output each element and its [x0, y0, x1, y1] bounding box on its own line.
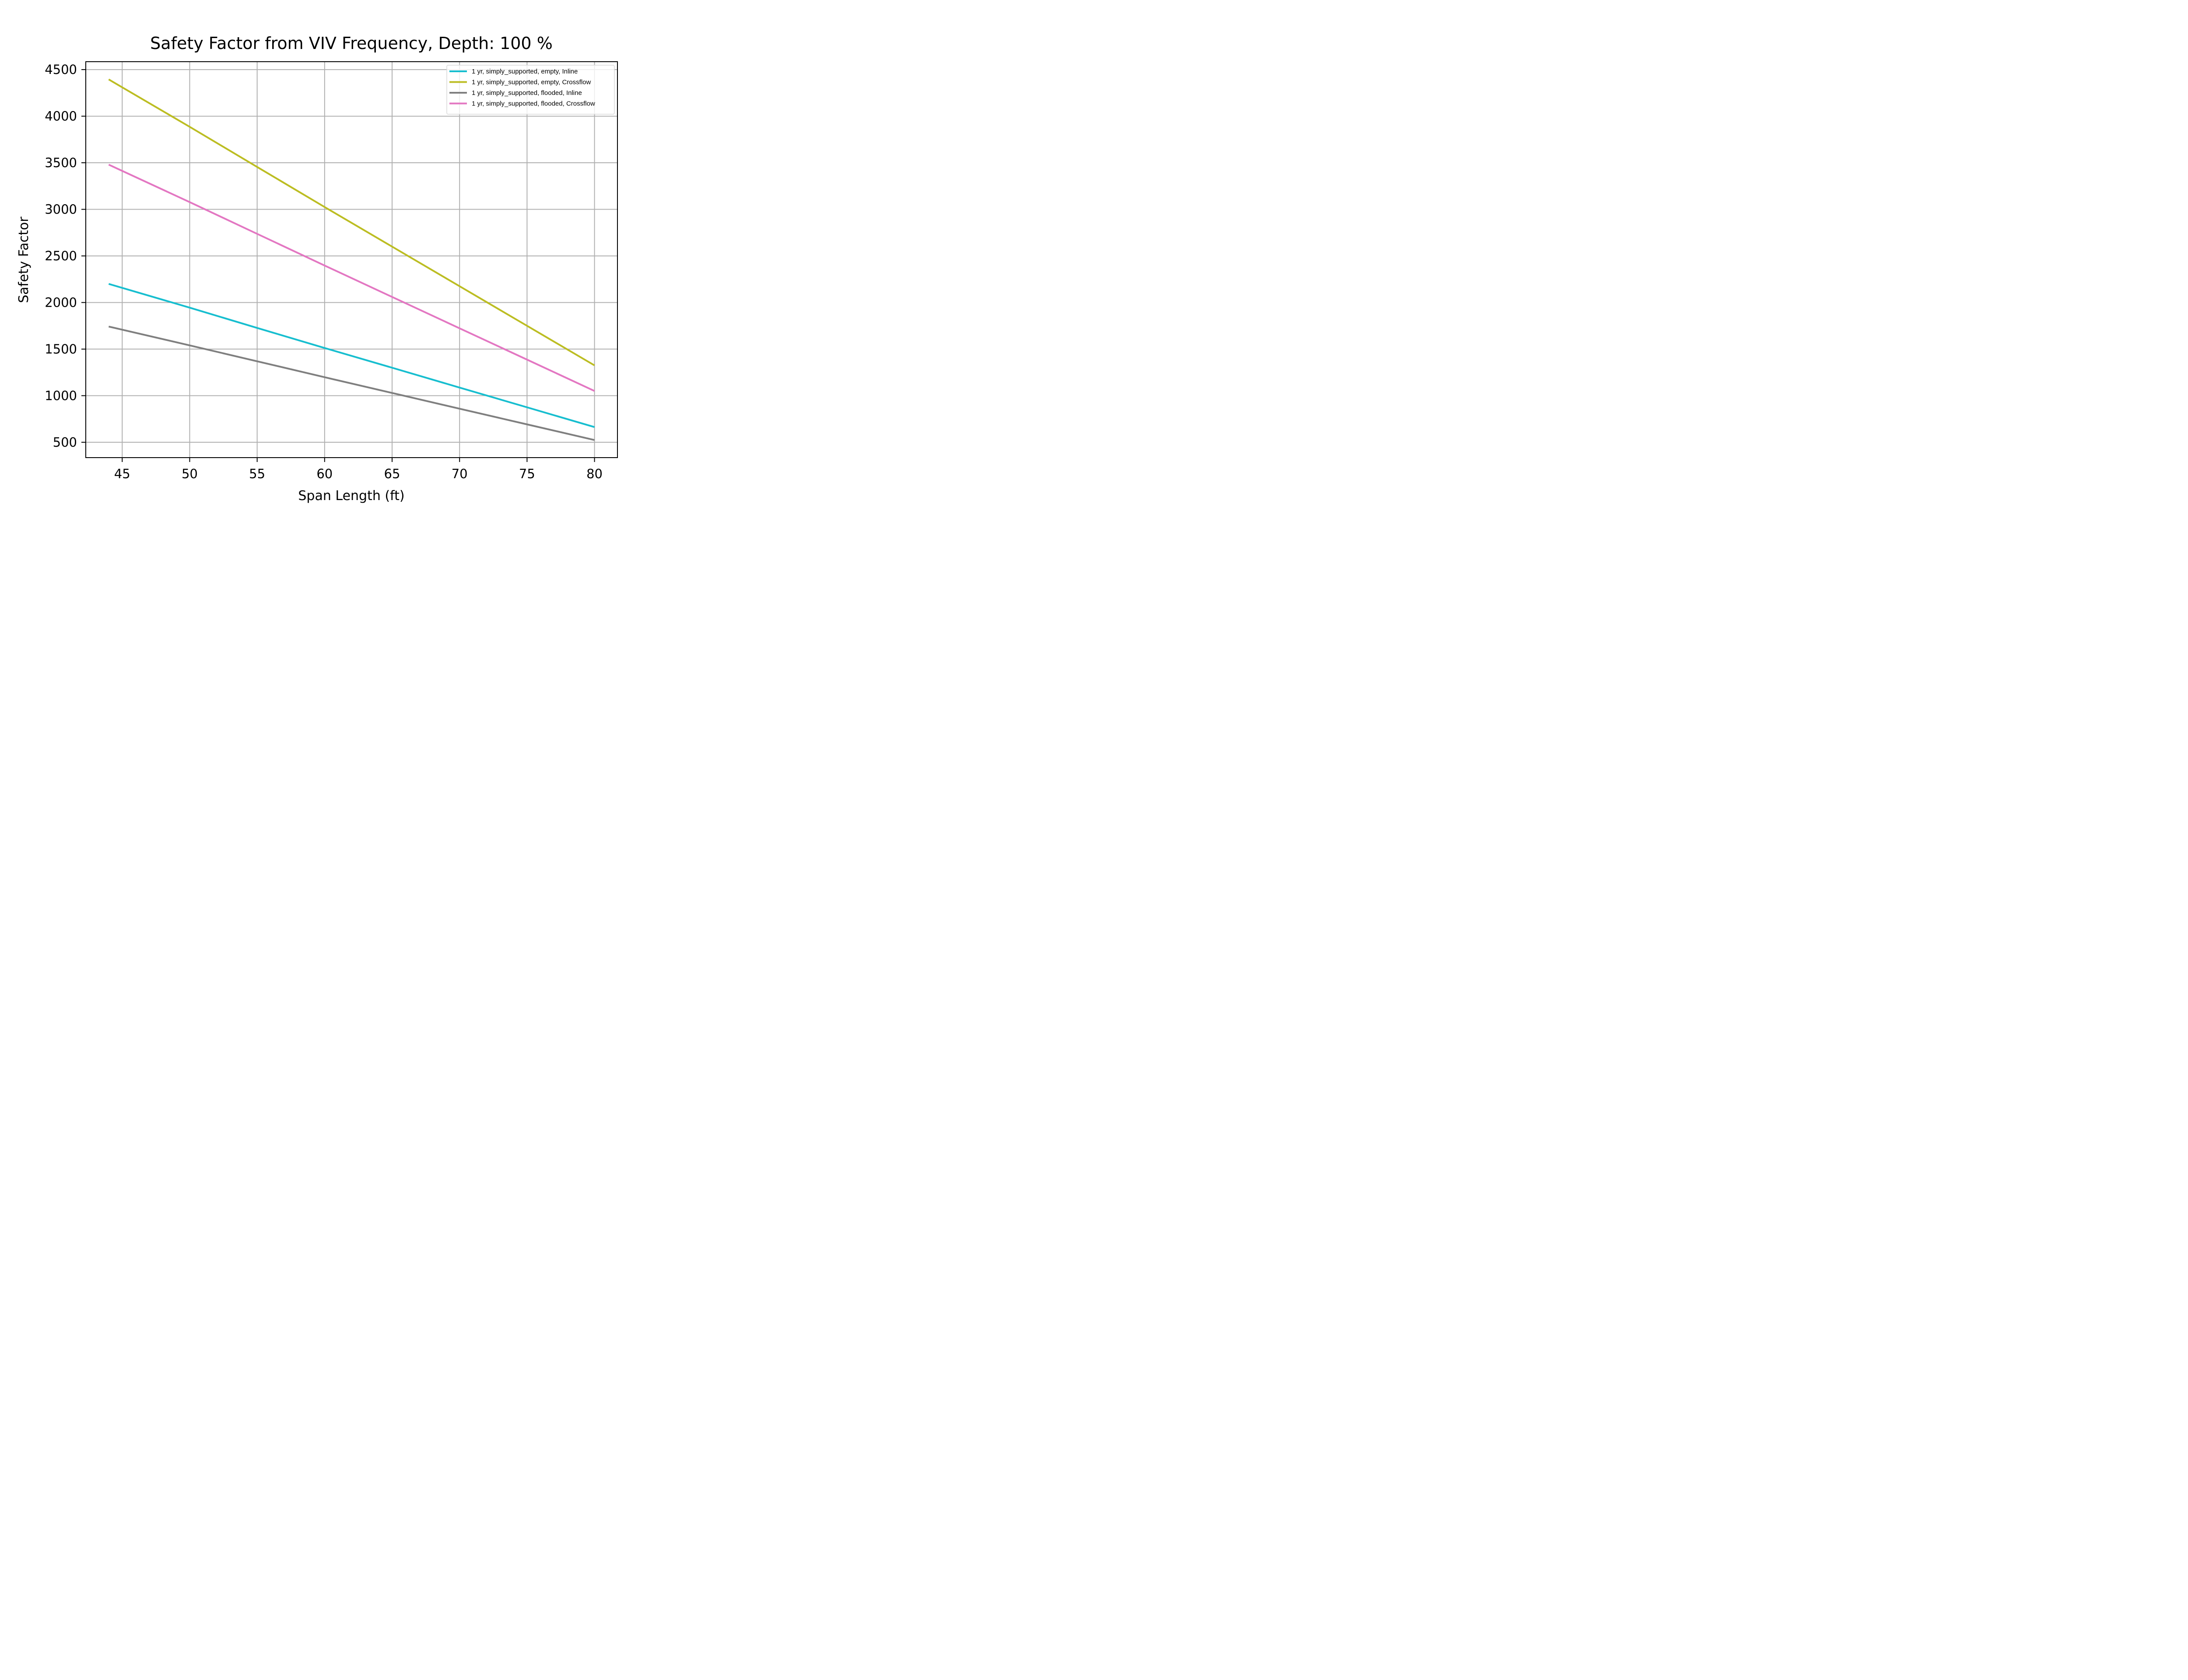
legend-entry: 1 yr, simply_supported, flooded, Crossfl…: [472, 100, 595, 108]
legend-entry: 1 yr, simply_supported, empty, Crossflow: [472, 79, 591, 86]
y-tick-label: 3500: [45, 155, 77, 170]
chart-title: Safety Factor from VIV Frequency, Depth:…: [150, 34, 553, 53]
y-tick-label: 4000: [45, 109, 77, 124]
x-tick-label: 80: [586, 466, 603, 481]
x-tick-label: 55: [249, 466, 265, 481]
x-tick-label: 70: [452, 466, 468, 481]
x-tick-label: 45: [114, 466, 130, 481]
x-tick-label: 60: [316, 466, 333, 481]
y-axis: 500 1000 1500 2000 2500 3000 3500 4000 4500: [45, 62, 86, 450]
legend: 1 yr, simply_supported, empty, Inline 1 y…: [446, 65, 615, 115]
y-tick-label: 1000: [45, 388, 77, 403]
legend-entry: 1 yr, simply_supported, empty, Inline: [472, 68, 578, 75]
series-line-0: [108, 283, 595, 428]
y-tick-label: 2000: [45, 295, 77, 310]
x-tick-label: 65: [384, 466, 400, 481]
y-tick-label: 1500: [45, 342, 77, 357]
legend-box: [446, 65, 615, 115]
x-tick-label: 75: [519, 466, 535, 481]
y-tick-label: 3000: [45, 202, 77, 217]
y-tick-label: 4500: [45, 62, 77, 77]
plot-frame: [85, 61, 618, 458]
x-axis: 45 50 55 60 65 70 75 80: [114, 458, 603, 481]
series-line-2: [108, 326, 595, 441]
y-axis-label: Safety Factor: [16, 217, 32, 303]
legend-entry: 1 yr, simply_supported, flooded, Inline: [472, 89, 582, 97]
x-tick-label: 50: [182, 466, 198, 481]
line-chart: Safety Factor from VIV Frequency, Depth:…: [0, 0, 677, 507]
series-lines: [108, 78, 595, 441]
series-line-3: [108, 164, 595, 392]
y-tick-label: 500: [53, 435, 77, 450]
grid-lines: [86, 62, 617, 458]
x-axis-label: Span Length (ft): [298, 488, 404, 504]
y-tick-label: 2500: [45, 248, 77, 263]
series-line-1: [108, 78, 595, 366]
